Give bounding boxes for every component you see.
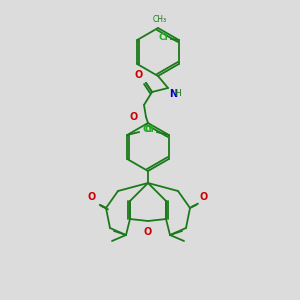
Text: H: H	[174, 89, 181, 98]
Text: Cl: Cl	[144, 125, 154, 134]
Text: Cl: Cl	[142, 125, 152, 134]
Text: CH₃: CH₃	[153, 15, 167, 24]
Text: O: O	[130, 112, 138, 122]
Text: O: O	[200, 192, 208, 202]
Text: O: O	[88, 192, 96, 202]
Text: N: N	[169, 89, 177, 99]
Text: O: O	[144, 227, 152, 237]
Text: O: O	[135, 70, 143, 80]
Text: Cl: Cl	[158, 32, 168, 41]
